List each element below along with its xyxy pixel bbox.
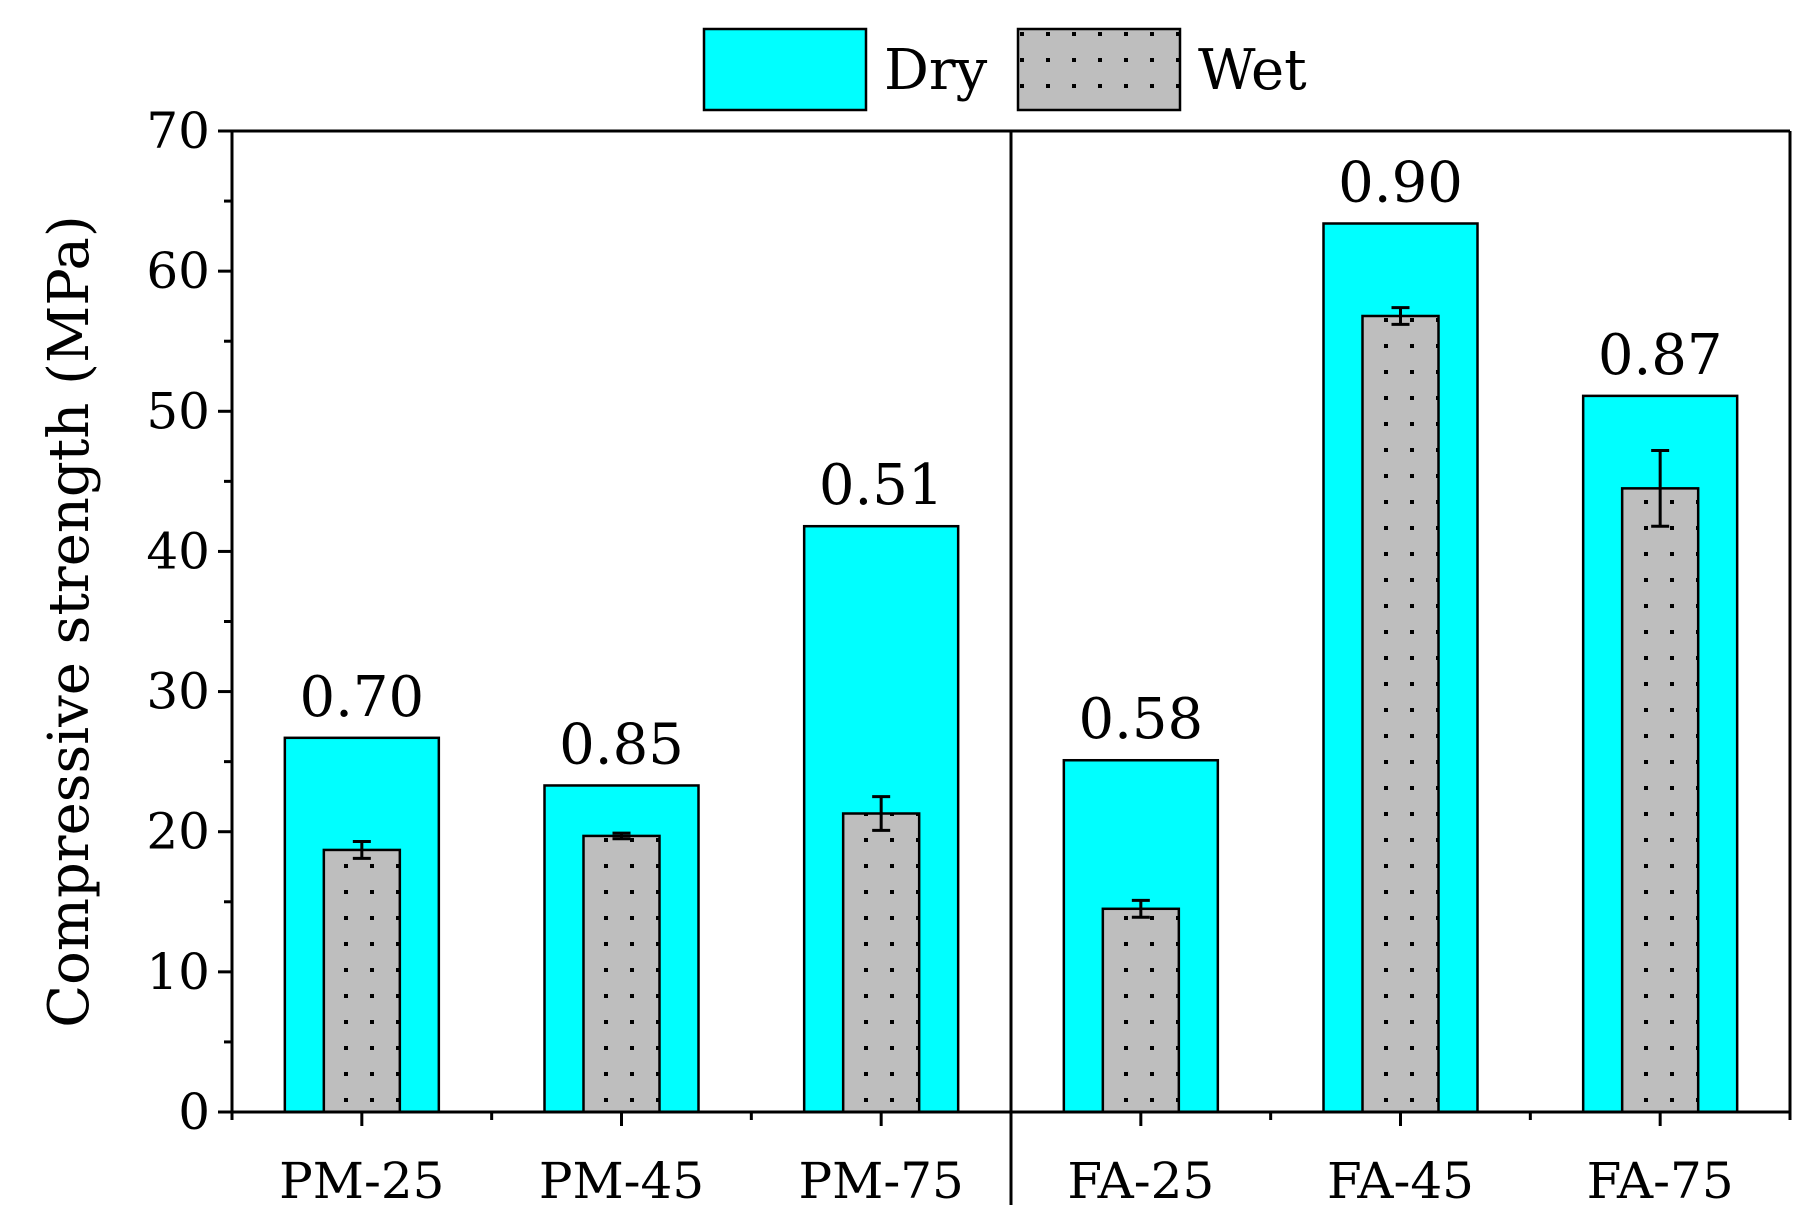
- ratio-annotation: 0.51: [819, 453, 944, 518]
- x-tick-label: FA-75: [1587, 1152, 1734, 1210]
- ratio-annotation: 0.87: [1598, 323, 1723, 388]
- y-tick-label: 40: [146, 522, 210, 580]
- x-tick-label: PM-45: [539, 1152, 704, 1210]
- x-tick-label: FA-25: [1067, 1152, 1214, 1210]
- labels: Compressive strength (MPa) 0.70 0.85 0.51 0.…: [37, 150, 1723, 1027]
- legend: Dry Wet: [702, 27, 1307, 112]
- y-tick-label: 60: [146, 242, 210, 300]
- bars: [283, 222, 1739, 1114]
- error-bar: [1391, 306, 1410, 326]
- wet-bar: [582, 834, 661, 1114]
- y-tick-label: 10: [146, 943, 210, 1001]
- ratio-annotation: 0.90: [1338, 150, 1463, 215]
- legend-swatch-dry: [702, 27, 868, 112]
- axes: 0 10 20 30 40 50 60 70 PM-25 PM-45 PM-75 FA-25 FA-45…: [146, 102, 1792, 1210]
- legend-label-dry: Dry: [884, 38, 988, 103]
- y-tick-label: 30: [146, 663, 210, 721]
- wet-bar: [1101, 907, 1181, 1114]
- y-axis-label: Compressive strength (MPa): [37, 215, 102, 1027]
- legend-swatch-wet: [1016, 27, 1182, 112]
- error-bar: [612, 831, 631, 841]
- error-bar: [1131, 898, 1150, 919]
- x-tick-label: PM-75: [798, 1152, 963, 1210]
- error-bar: [872, 795, 891, 832]
- wet-bar: [1361, 314, 1440, 1114]
- wet-bar: [841, 812, 921, 1114]
- wet-bar: [1620, 487, 1700, 1114]
- ratio-annotation: 0.85: [559, 712, 684, 777]
- y-tick-label: 70: [146, 102, 210, 160]
- y-tick-label: 20: [146, 803, 210, 861]
- y-tick-label: 0: [178, 1083, 210, 1141]
- y-tick-label: 50: [146, 382, 210, 440]
- ratio-annotation: 0.70: [299, 665, 424, 730]
- wet-bar: [322, 848, 402, 1114]
- legend-label-wet: Wet: [1198, 38, 1307, 103]
- error-bar: [1651, 449, 1670, 528]
- ratio-annotation: 0.58: [1078, 687, 1203, 752]
- x-tick-label: FA-45: [1327, 1152, 1474, 1210]
- error-bar: [352, 840, 371, 860]
- x-tick-label: PM-25: [279, 1152, 444, 1210]
